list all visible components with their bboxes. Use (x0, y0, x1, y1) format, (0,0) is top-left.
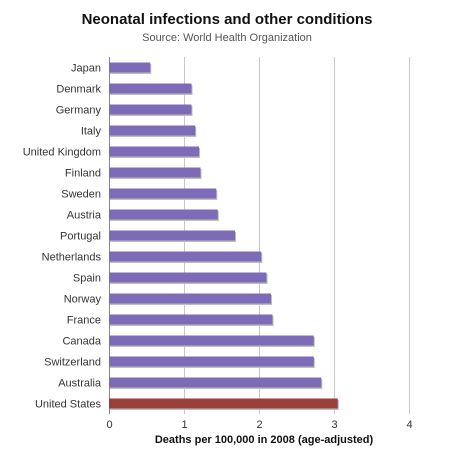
bar (109, 209, 218, 220)
chart-subtitle: Source: World Health Organization (142, 32, 312, 44)
bar (109, 83, 192, 94)
category-label: France (67, 315, 101, 327)
x-tick-label: 4 (406, 419, 412, 431)
bar (109, 230, 235, 241)
bar (109, 125, 196, 136)
category-label: Netherlands (42, 252, 102, 264)
category-label: Australia (58, 378, 102, 390)
bar (109, 188, 217, 199)
category-label: Portugal (60, 231, 101, 243)
x-axis-title: Deaths per 100,000 in 2008 (age-adjusted… (155, 434, 374, 446)
category-label: Switzerland (44, 357, 101, 369)
category-label: Finland (65, 168, 101, 180)
chart-title: Neonatal infections and other conditions (81, 11, 373, 28)
category-labels: Japan Denmark Germany Italy United Kingdom Fi… (23, 63, 102, 411)
bar (109, 293, 271, 304)
category-label: Germany (56, 105, 102, 117)
category-label: United States (35, 399, 102, 411)
category-label: Austria (67, 210, 102, 222)
category-label: Spain (73, 273, 101, 285)
bar (109, 251, 262, 262)
category-label: Denmark (56, 84, 101, 96)
x-tick-label: 1 (181, 419, 187, 431)
x-tick-label: 0 (106, 419, 112, 431)
bars (109, 62, 339, 410)
category-label: Italy (81, 126, 102, 138)
bar (109, 314, 273, 325)
bar (109, 146, 199, 157)
category-label: United Kingdom (23, 147, 101, 159)
bar (109, 377, 322, 388)
category-label: Canada (62, 336, 101, 348)
bar (109, 398, 338, 409)
bar (109, 356, 314, 367)
bar (109, 104, 192, 115)
category-label: Japan (71, 63, 101, 75)
bar (109, 167, 201, 178)
bar (109, 62, 151, 73)
category-label: Sweden (61, 189, 101, 201)
x-tick-label: 3 (331, 419, 337, 431)
category-label: Norway (64, 294, 102, 306)
bar (109, 335, 314, 346)
x-tick-label: 2 (256, 419, 262, 431)
bar (109, 272, 267, 283)
x-axis-ticks: 0 1 2 3 4 (106, 419, 412, 431)
